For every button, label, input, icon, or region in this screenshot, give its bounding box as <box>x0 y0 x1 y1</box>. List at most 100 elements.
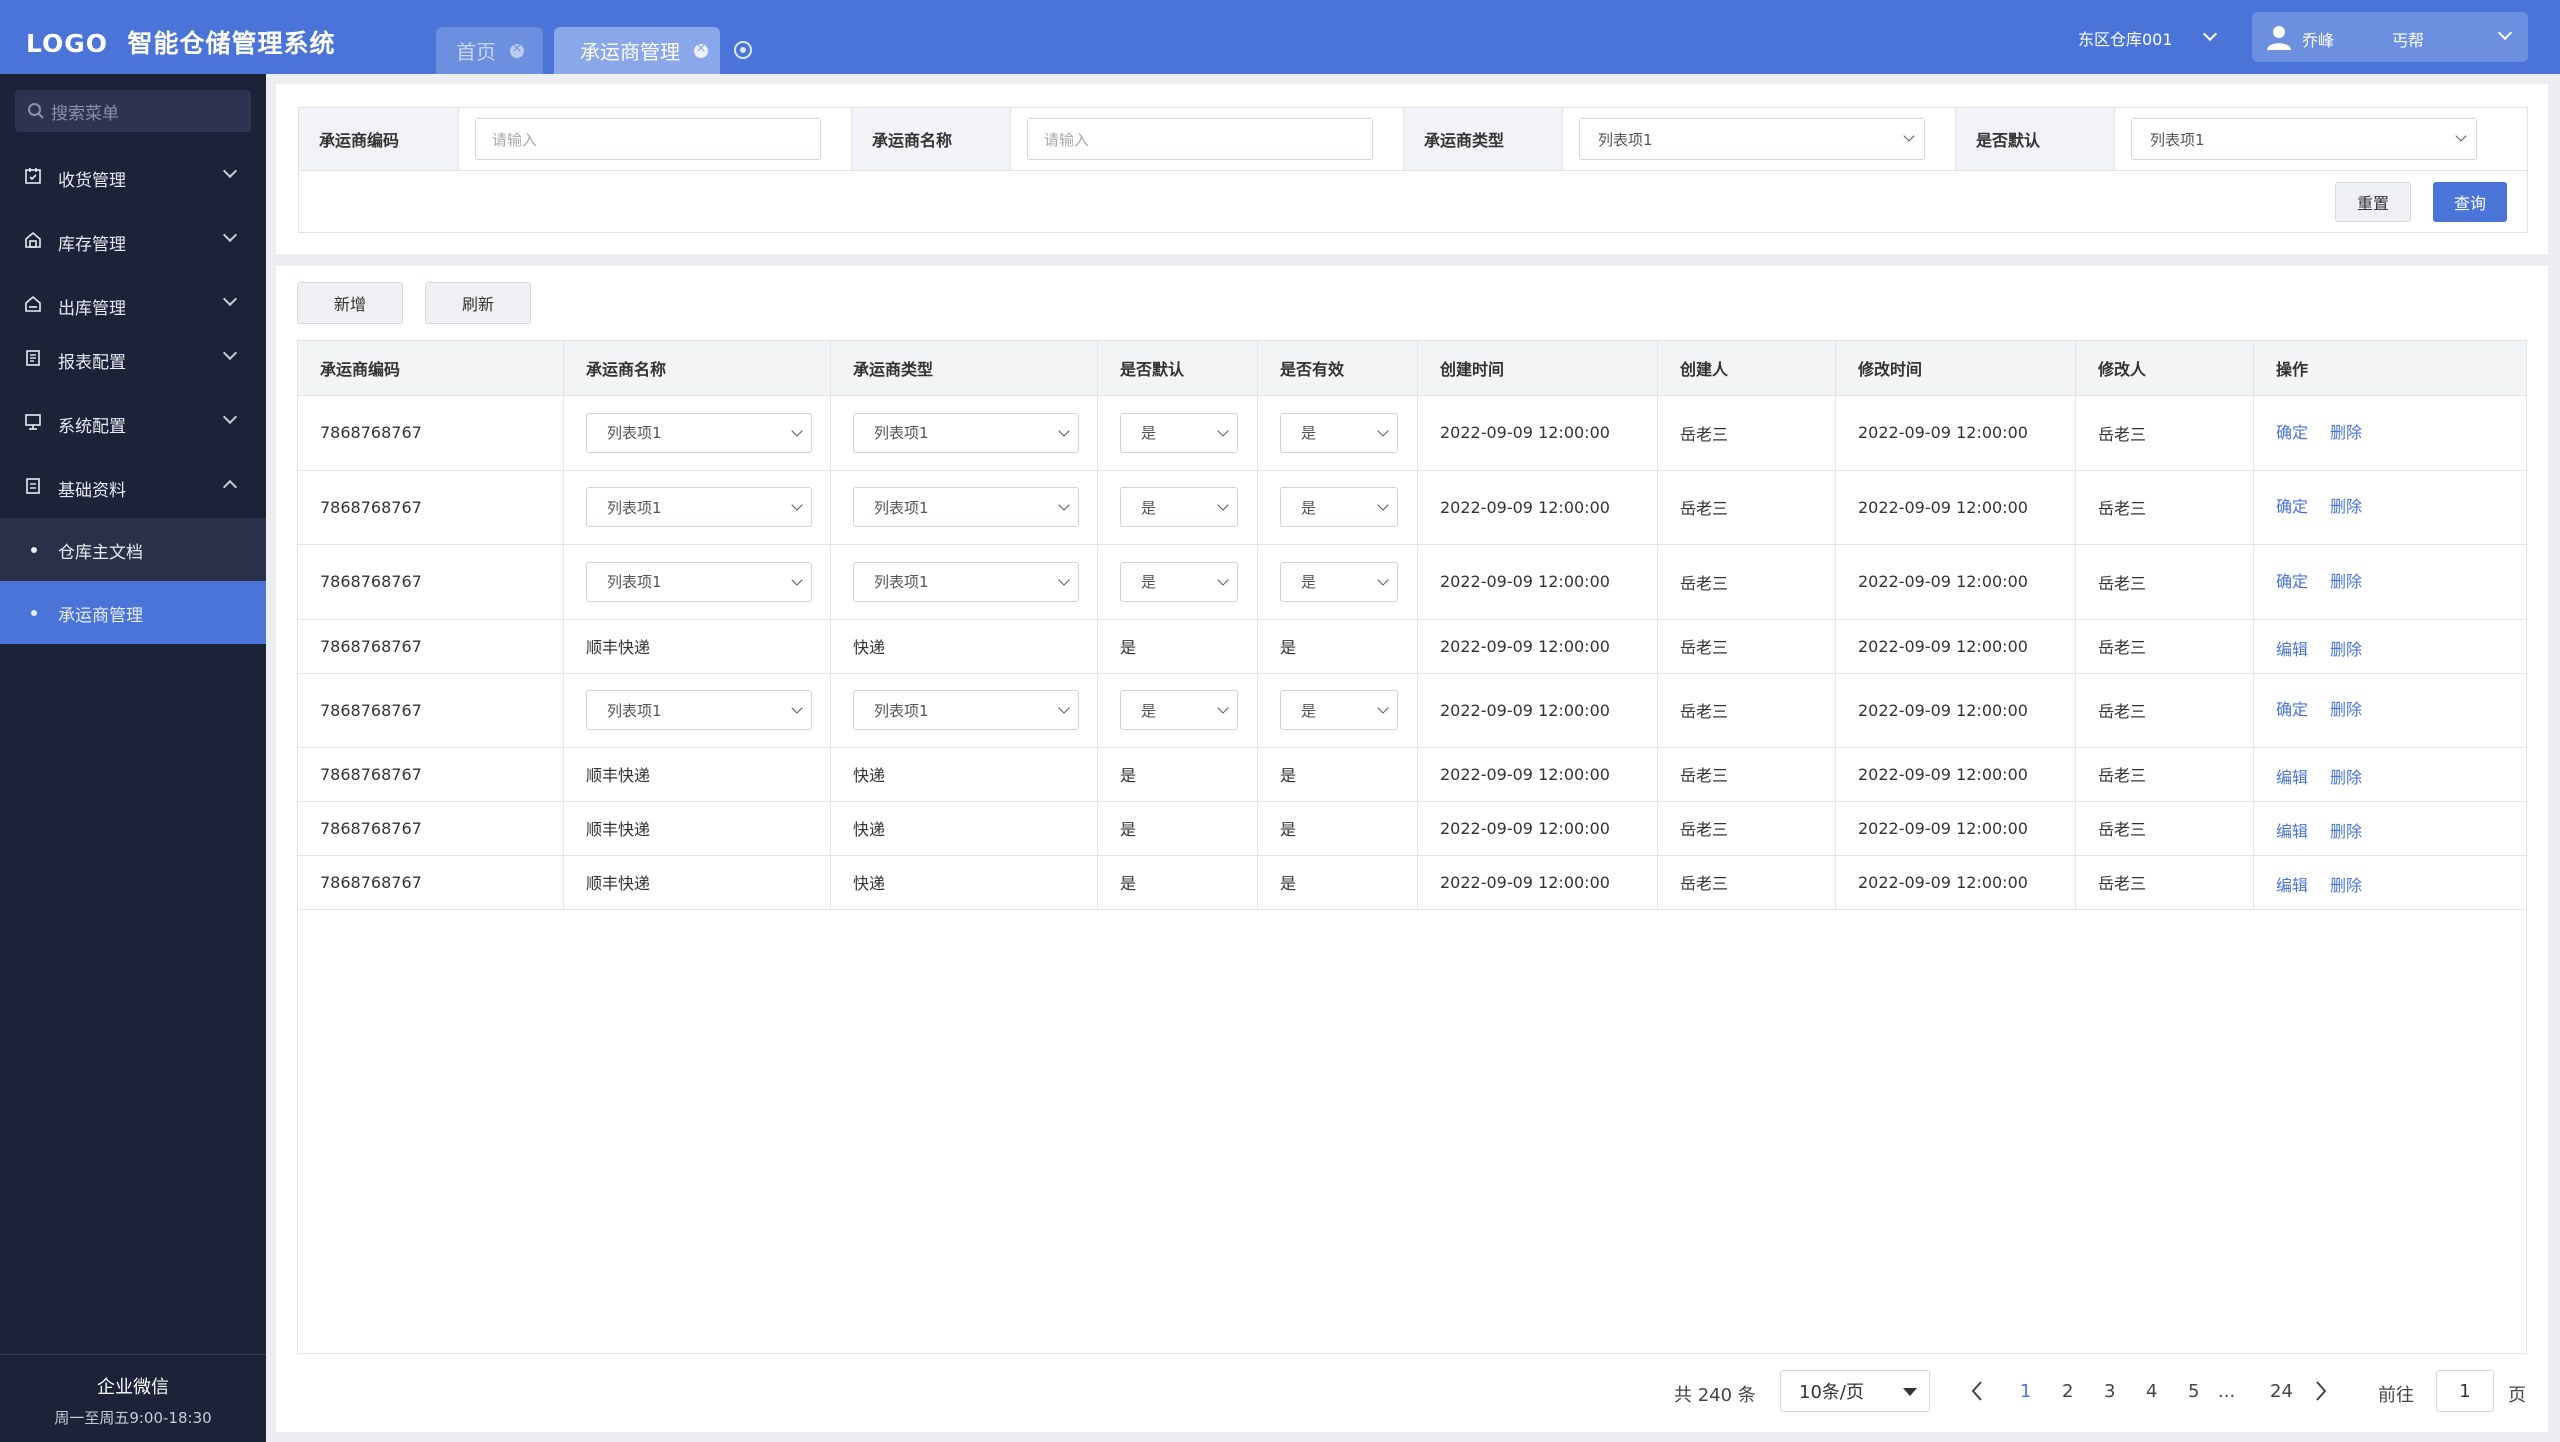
sidebar-item-basic-data[interactable]: 基础资料 <box>0 456 266 516</box>
cell-text: 2022-09-09 12:00:00 <box>1440 572 1610 591</box>
prev-page-icon[interactable] <box>1970 1380 1984 1407</box>
sidebar-item-carrier-management[interactable]: 承运商管理 <box>0 581 266 644</box>
tab-carrier-management[interactable]: 承运商管理 <box>554 27 720 74</box>
carrier-type-select[interactable]: 列表项1 <box>853 487 1079 527</box>
chevron-down-icon <box>2455 130 2467 142</box>
table-row: 7868768767 顺丰快递 快递 是 是 2022-09-09 12:00:00 岳老三… <box>298 619 2526 673</box>
is-valid-select[interactable]: 是 <box>1280 487 1398 527</box>
confirm-link[interactable]: 确定 <box>2276 497 2309 516</box>
cell-text: 7868768767 <box>320 572 422 591</box>
delete-link[interactable]: 删除 <box>2330 768 2363 787</box>
sidebar-item-label: 收货管理 <box>58 171 126 191</box>
delete-link[interactable]: 删除 <box>2330 700 2363 719</box>
page-1[interactable]: 1 <box>2020 1381 2032 1402</box>
add-button[interactable]: 新增 <box>297 282 403 324</box>
user-menu[interactable]: 乔峰 丐帮 <box>2252 12 2528 62</box>
delete-link[interactable]: 删除 <box>2330 497 2363 516</box>
is-valid-select[interactable]: 是 <box>1280 690 1398 730</box>
next-page-icon[interactable] <box>2314 1380 2328 1407</box>
page-last[interactable]: 24 <box>2270 1381 2293 1402</box>
chevron-down-icon[interactable] <box>2202 26 2218 42</box>
close-icon[interactable] <box>510 41 524 58</box>
delete-link[interactable]: 删除 <box>2330 822 2363 841</box>
tab-home[interactable]: 首页 <box>436 27 543 74</box>
edit-link[interactable]: 编辑 <box>2276 640 2309 659</box>
carrier-type-select[interactable]: 列表项1 <box>853 561 1079 602</box>
goto-page-input[interactable]: 1 <box>2436 1370 2494 1412</box>
chevron-down-icon <box>1377 573 1389 586</box>
delete-link[interactable]: 删除 <box>2330 422 2363 442</box>
user-role: 丐帮 <box>2392 31 2425 50</box>
carrier-code-input[interactable]: 请输入 <box>475 118 821 160</box>
page-ellipsis[interactable]: ... <box>2218 1381 2236 1402</box>
carrier-name-select[interactable]: 列表项1 <box>586 487 812 527</box>
sidebar-item-inventory[interactable]: 库存管理 <box>0 210 266 270</box>
divider <box>298 747 2526 748</box>
action-cell: 确定 删除 <box>2254 470 2526 544</box>
tab-more-icon[interactable] <box>734 41 752 59</box>
sidebar-item-system[interactable]: 系统配置 <box>0 392 266 452</box>
carrier-type-select[interactable]: 列表项1 <box>853 690 1079 730</box>
table-cell: 7868768767 <box>298 619 564 673</box>
edit-link[interactable]: 编辑 <box>2276 768 2309 787</box>
table-cell: 2022-09-09 12:00:00 <box>1418 855 1658 909</box>
cell-text: 岳老三 <box>2098 766 2147 785</box>
page-2[interactable]: 2 <box>2062 1381 2074 1402</box>
is-default-select[interactable]: 是 <box>1120 487 1238 527</box>
column-header: 操作 <box>2254 341 2526 395</box>
confirm-link[interactable]: 确定 <box>2276 700 2309 719</box>
menu-search-input[interactable]: 搜索菜单 <box>15 90 251 132</box>
delete-link[interactable]: 删除 <box>2330 571 2363 591</box>
warehouse-selector[interactable]: 东区仓库001 <box>2078 26 2173 50</box>
carrier-name-select[interactable]: 列表项1 <box>586 561 812 602</box>
delete-link[interactable]: 删除 <box>2330 876 2363 895</box>
table-cell: 2022-09-09 12:00:00 <box>1418 395 1658 470</box>
carrier-name-select[interactable]: 列表项1 <box>586 690 812 730</box>
cell-text: 岳老三 <box>1680 638 1729 657</box>
table-cell: 7868768767 <box>298 470 564 544</box>
confirm-link[interactable]: 确定 <box>2276 571 2309 591</box>
carrier-name-input[interactable]: 请输入 <box>1027 118 1373 160</box>
is-valid-select[interactable]: 是 <box>1280 412 1398 453</box>
table-cell: 岳老三 <box>2076 855 2254 909</box>
table-cell: 是 <box>1098 855 1258 909</box>
is-valid-select[interactable]: 是 <box>1280 561 1398 602</box>
edit-link[interactable]: 编辑 <box>2276 822 2309 841</box>
action-cell: 编辑 删除 <box>2254 801 2526 855</box>
carrier-type-select[interactable]: 列表项1 <box>853 412 1079 453</box>
delete-link[interactable]: 删除 <box>2330 640 2363 659</box>
cell-text: 岳老三 <box>1680 424 1729 444</box>
sidebar-item-warehouse-master[interactable]: 仓库主文档 <box>0 518 266 581</box>
chevron-down-icon <box>1217 424 1229 437</box>
is-default-select[interactable]: 是 <box>1120 561 1238 602</box>
close-icon[interactable] <box>694 41 708 58</box>
page-size-select[interactable]: 10条/页 <box>1780 1370 1930 1412</box>
select-value: 列表项1 <box>607 498 662 517</box>
carrier-type-select[interactable]: 列表项1 <box>1579 118 1925 160</box>
cell-text: 2022-09-09 12:00:00 <box>1858 700 2028 720</box>
reset-button[interactable]: 重置 <box>2335 182 2411 222</box>
column-header: 是否有效 <box>1258 341 1418 395</box>
is-default-select[interactable]: 是 <box>1120 690 1238 730</box>
chevron-down-icon <box>791 499 803 511</box>
sidebar-item-receiving[interactable]: 收货管理 <box>0 146 266 206</box>
query-button[interactable]: 查询 <box>2433 182 2507 222</box>
page-4[interactable]: 4 <box>2146 1381 2158 1402</box>
total-count: 共 240 条 <box>1674 1385 1756 1406</box>
carrier-name-select[interactable]: 列表项1 <box>586 412 812 453</box>
sidebar-item-outbound[interactable]: 出库管理 <box>0 274 266 334</box>
edit-link[interactable]: 编辑 <box>2276 876 2309 895</box>
is-default-select[interactable]: 列表项1 <box>2131 118 2477 160</box>
chevron-down-icon <box>1217 702 1229 714</box>
page-3[interactable]: 3 <box>2104 1381 2116 1402</box>
cell-text: 7868768767 <box>320 497 422 517</box>
confirm-link[interactable]: 确定 <box>2276 422 2309 442</box>
refresh-button[interactable]: 刷新 <box>425 282 531 324</box>
divider <box>298 673 2526 674</box>
chevron-down-icon[interactable] <box>2497 25 2513 41</box>
cell-text: 快递 <box>853 766 886 785</box>
page-5[interactable]: 5 <box>2188 1381 2200 1402</box>
is-default-select[interactable]: 是 <box>1120 412 1238 453</box>
sidebar-item-reports[interactable]: 报表配置 <box>0 328 266 388</box>
table-cell: 7868768767 <box>298 673 564 747</box>
